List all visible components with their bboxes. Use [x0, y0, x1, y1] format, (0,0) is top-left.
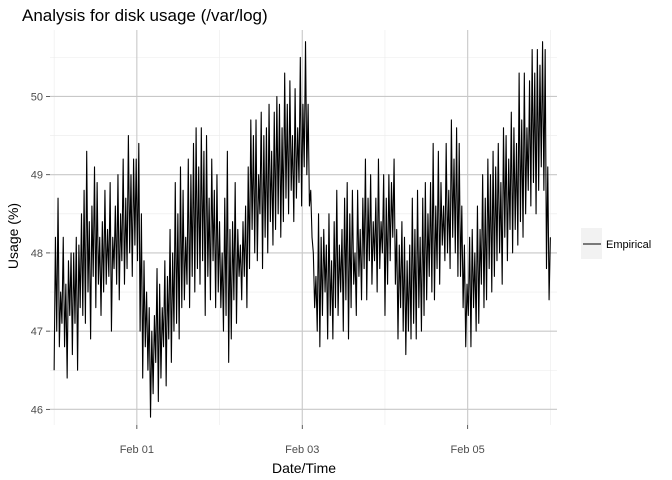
grid-major — [50, 30, 557, 425]
y-tick-label-0: 46 — [31, 404, 43, 416]
y-tick-label-2: 48 — [31, 248, 43, 260]
x-axis-title: Date/Time — [272, 460, 336, 476]
y-axis-title: Usage (%) — [5, 203, 21, 269]
y-axis: 46 47 48 49 50 — [31, 91, 50, 416]
x-tick-label-2: Feb 05 — [451, 444, 485, 456]
chart-title: Analysis for disk usage (/var/log) — [22, 6, 268, 25]
series-line-empirical — [53, 41, 551, 418]
y-tick-label-3: 49 — [31, 170, 43, 182]
plot-panel — [50, 30, 557, 425]
x-tick-label-1: Feb 03 — [285, 444, 319, 456]
y-tick-label-1: 47 — [31, 326, 43, 338]
x-tick-label-0: Feb 01 — [120, 444, 154, 456]
series-layer — [53, 41, 551, 418]
x-axis: Feb 01 Feb 03 Feb 05 — [120, 425, 485, 456]
legend: Empirical — [581, 228, 651, 259]
legend-label-empirical: Empirical — [606, 239, 651, 251]
y-tick-label-4: 50 — [31, 91, 43, 103]
